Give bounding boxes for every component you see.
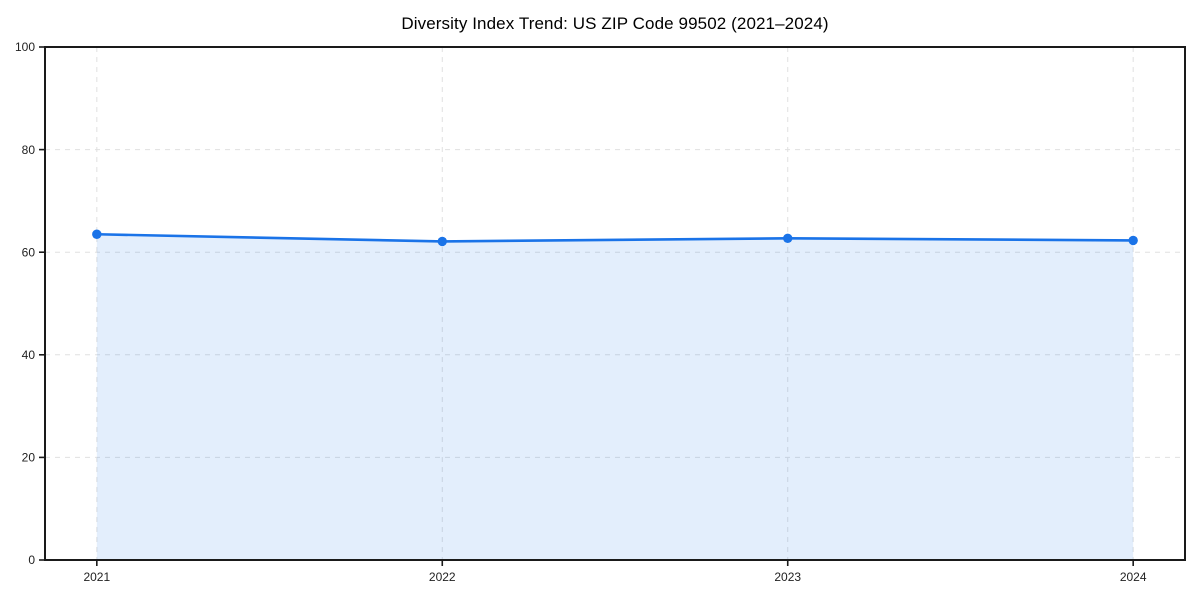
trend-line <box>95 232 1135 243</box>
y-tick-label: 100 <box>15 40 35 54</box>
data-point-2023 <box>783 233 793 244</box>
y-tick-label: 0 <box>28 553 35 567</box>
y-tick-label: 60 <box>22 245 36 259</box>
x-tick-label: 2022 <box>429 570 456 584</box>
data-point-2021 <box>92 229 102 239</box>
plot-border <box>44 46 1186 561</box>
y-tick-label: 40 <box>22 348 36 362</box>
x-tick-label: 2024 <box>1120 570 1147 584</box>
area-fill <box>96 234 1134 560</box>
data-point-2024 <box>1128 235 1138 246</box>
x-tick-label: 2023 <box>774 570 801 584</box>
chart-title: Diversity Index Trend: US ZIP Code 99502… <box>401 14 829 33</box>
data-point-2022 <box>437 236 447 247</box>
y-tick-label: 80 <box>22 143 36 157</box>
x-tick-label: 2021 <box>83 570 110 584</box>
y-tick-label: 20 <box>22 451 36 465</box>
